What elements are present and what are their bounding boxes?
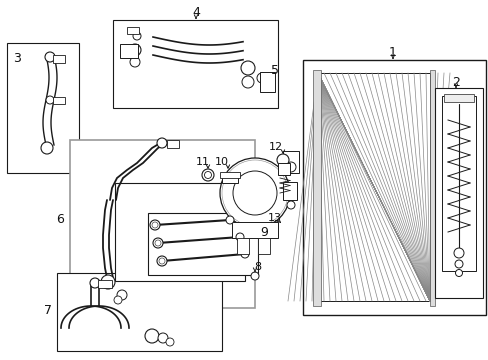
Text: 1: 1	[388, 46, 396, 59]
Circle shape	[155, 240, 161, 246]
Circle shape	[90, 278, 100, 288]
Text: 12: 12	[268, 142, 283, 152]
Bar	[258, 238, 269, 254]
Bar	[237, 238, 248, 254]
Bar	[120, 44, 138, 58]
Circle shape	[224, 163, 285, 223]
Bar	[434, 88, 482, 298]
Text: 5: 5	[270, 63, 279, 77]
Text: 9: 9	[260, 226, 267, 239]
Bar	[429, 70, 434, 306]
Bar	[167, 140, 179, 148]
Circle shape	[453, 248, 463, 258]
Circle shape	[129, 44, 141, 56]
Circle shape	[276, 154, 288, 166]
Bar	[53, 55, 65, 63]
Bar	[231, 222, 278, 238]
Circle shape	[158, 333, 168, 343]
Bar	[441, 96, 475, 271]
Text: 4: 4	[192, 6, 200, 19]
Circle shape	[159, 258, 164, 264]
Bar	[222, 173, 238, 183]
Bar	[260, 72, 274, 92]
Bar	[115, 183, 244, 281]
Circle shape	[157, 138, 167, 148]
Circle shape	[130, 57, 140, 67]
Circle shape	[150, 220, 160, 230]
Text: 7: 7	[44, 303, 52, 316]
Text: 13: 13	[267, 213, 282, 223]
Bar	[148, 213, 258, 275]
Bar	[443, 94, 473, 102]
Circle shape	[222, 160, 287, 226]
Bar	[278, 163, 289, 175]
Bar	[220, 172, 240, 178]
Text: 8: 8	[254, 262, 261, 272]
Circle shape	[202, 169, 214, 181]
Bar	[98, 280, 112, 288]
Circle shape	[153, 238, 163, 248]
Circle shape	[242, 76, 253, 88]
Circle shape	[133, 32, 141, 40]
Bar	[70, 140, 254, 308]
Circle shape	[220, 158, 289, 228]
Circle shape	[454, 260, 462, 268]
Circle shape	[454, 270, 462, 276]
Bar	[113, 20, 278, 108]
Circle shape	[225, 216, 234, 224]
Bar	[312, 70, 320, 306]
Circle shape	[232, 171, 276, 215]
Circle shape	[227, 166, 282, 220]
Circle shape	[241, 250, 248, 258]
Text: 2: 2	[451, 77, 459, 90]
Circle shape	[101, 275, 115, 289]
Circle shape	[241, 61, 254, 75]
Bar	[57, 273, 222, 351]
Circle shape	[46, 96, 54, 104]
Text: 3: 3	[13, 51, 21, 64]
Bar	[53, 97, 65, 104]
Bar	[317, 73, 429, 301]
Circle shape	[250, 272, 259, 280]
Bar	[303, 60, 485, 315]
Bar	[127, 27, 139, 34]
Circle shape	[41, 142, 53, 154]
Circle shape	[117, 290, 127, 300]
Text: 6: 6	[56, 213, 64, 226]
Circle shape	[157, 256, 167, 266]
Bar	[283, 151, 298, 173]
Circle shape	[165, 338, 174, 346]
Circle shape	[257, 73, 266, 83]
Circle shape	[152, 222, 158, 228]
Circle shape	[204, 171, 211, 179]
Text: 11: 11	[196, 157, 209, 167]
Circle shape	[286, 201, 294, 209]
Circle shape	[45, 52, 55, 62]
Bar	[7, 43, 79, 173]
Bar	[283, 182, 296, 200]
Circle shape	[236, 233, 244, 241]
Text: 10: 10	[215, 157, 228, 167]
Circle shape	[145, 329, 159, 343]
Circle shape	[114, 296, 122, 304]
Circle shape	[285, 162, 295, 172]
